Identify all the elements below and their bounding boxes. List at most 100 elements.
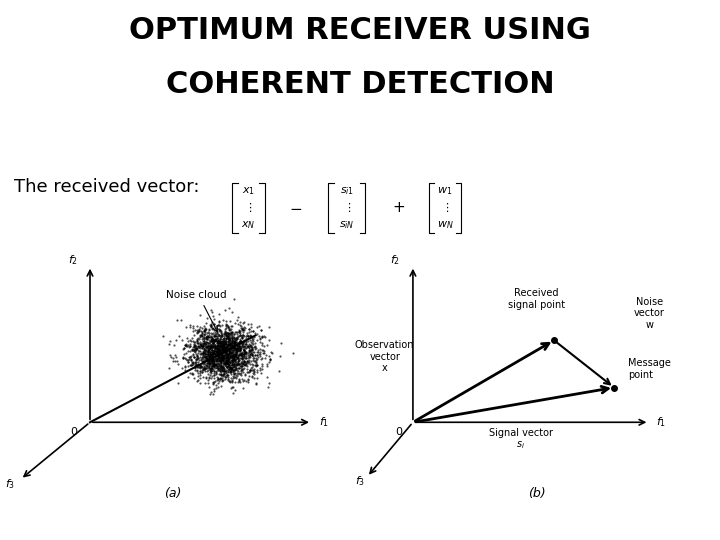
Point	[226, 352, 238, 360]
Point	[213, 362, 225, 371]
Point	[235, 362, 247, 370]
Text: Noise cloud: Noise cloud	[166, 290, 226, 300]
Point	[207, 357, 218, 366]
Point	[215, 343, 227, 352]
Point	[217, 331, 228, 340]
Point	[228, 295, 240, 303]
Point	[210, 361, 222, 369]
Point	[178, 344, 189, 353]
Point	[216, 342, 228, 351]
Point	[212, 345, 224, 354]
Point	[210, 349, 221, 358]
Point	[212, 366, 223, 375]
Point	[213, 327, 225, 335]
Point	[178, 354, 189, 362]
Point	[206, 349, 217, 358]
Point	[209, 336, 220, 345]
Point	[222, 329, 234, 338]
Point	[218, 359, 230, 368]
Point	[213, 325, 225, 333]
Point	[225, 363, 237, 372]
Point	[237, 377, 248, 386]
Point	[246, 350, 258, 359]
Point	[225, 366, 237, 374]
Point	[222, 353, 234, 361]
Point	[194, 366, 205, 375]
Point	[237, 355, 248, 363]
Point	[200, 362, 212, 370]
Point	[168, 354, 179, 362]
Point	[215, 382, 227, 390]
Point	[232, 344, 243, 353]
Point	[266, 348, 278, 357]
Point	[219, 356, 230, 365]
Point	[215, 362, 226, 370]
Point	[233, 326, 245, 334]
Point	[183, 372, 194, 381]
Point	[217, 352, 229, 361]
Point	[230, 360, 242, 369]
Point	[198, 356, 210, 365]
Point	[244, 331, 256, 340]
Point	[217, 353, 228, 361]
Text: OPTIMUM RECEIVER USING: OPTIMUM RECEIVER USING	[129, 16, 591, 45]
Point	[264, 322, 275, 331]
Point	[211, 355, 222, 363]
Point	[231, 369, 243, 377]
Point	[204, 348, 216, 357]
Point	[227, 341, 238, 349]
Point	[235, 330, 246, 339]
Point	[211, 329, 222, 338]
Point	[212, 360, 223, 369]
Point	[204, 389, 215, 398]
Point	[222, 351, 233, 360]
Point	[192, 339, 203, 348]
Point	[212, 366, 223, 374]
Point	[179, 362, 191, 370]
Text: Received
signal point: Received signal point	[508, 288, 565, 310]
Point	[216, 356, 228, 364]
Point	[210, 364, 221, 373]
Point	[217, 340, 229, 349]
Point	[203, 347, 215, 355]
Point	[233, 340, 245, 348]
Point	[212, 348, 223, 356]
Point	[214, 335, 225, 344]
Point	[203, 362, 215, 371]
Point	[222, 355, 234, 363]
Point	[217, 371, 228, 380]
Point	[209, 349, 220, 358]
Point	[250, 357, 261, 366]
Point	[232, 353, 243, 361]
Point	[218, 344, 230, 353]
Point	[233, 353, 244, 362]
Point	[219, 375, 230, 383]
Point	[212, 352, 224, 360]
Point	[186, 345, 197, 353]
Point	[203, 352, 215, 361]
Point	[235, 364, 247, 373]
Point	[211, 362, 222, 370]
Point	[240, 359, 252, 367]
Point	[224, 325, 235, 333]
Point	[219, 372, 230, 381]
Point	[234, 329, 246, 338]
Point	[191, 355, 202, 364]
Text: $\vdots$: $\vdots$	[343, 201, 351, 214]
Point	[212, 320, 224, 329]
Point	[206, 374, 217, 382]
Point	[265, 355, 276, 363]
Point	[217, 372, 228, 380]
Point	[187, 337, 199, 346]
Point	[220, 339, 231, 348]
Point	[220, 339, 232, 348]
Point	[188, 327, 199, 335]
Point	[215, 339, 227, 348]
Point	[227, 335, 238, 344]
Point	[216, 338, 228, 347]
Point	[232, 340, 243, 348]
Point	[214, 374, 225, 383]
Point	[205, 352, 217, 360]
Point	[217, 343, 228, 352]
Point	[222, 362, 234, 370]
